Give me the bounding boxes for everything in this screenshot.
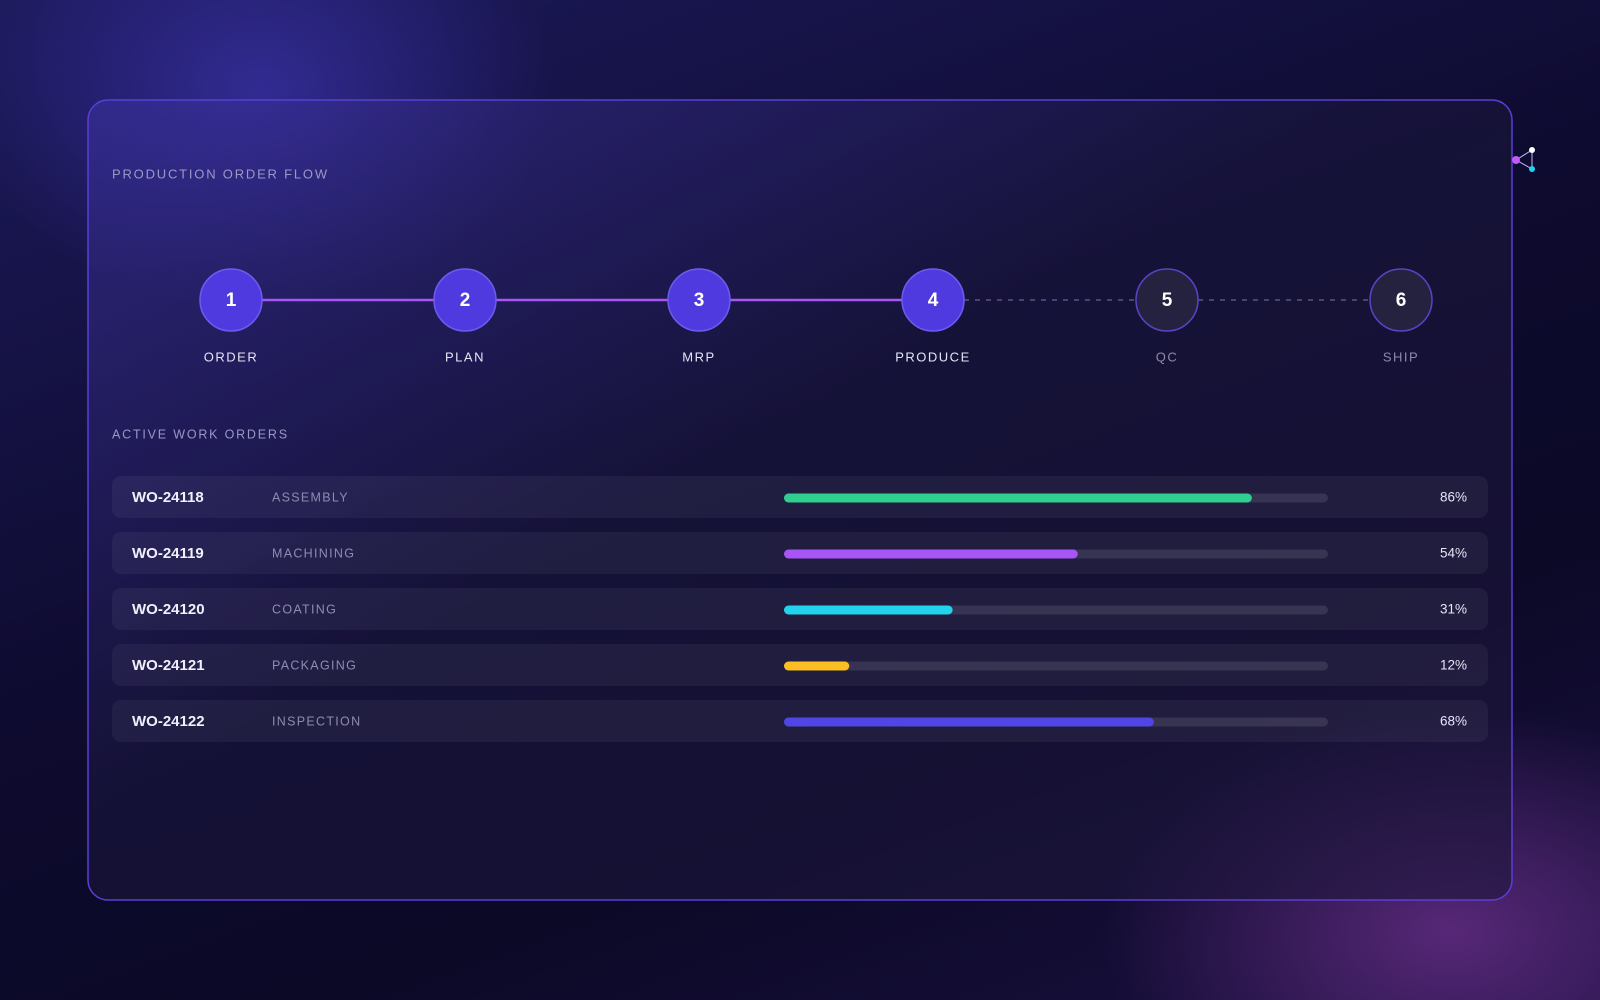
step-number: 1 (226, 290, 237, 311)
progress-label: 68% (1440, 714, 1467, 729)
progress-label: 54% (1440, 546, 1467, 561)
share-icon (1512, 147, 1535, 172)
order-id: WO-24122 (132, 713, 205, 730)
progress-bar (784, 605, 953, 615)
progress-bar (784, 549, 1078, 559)
step-label: SHIP (1383, 349, 1419, 364)
progress-bar (784, 661, 850, 671)
stepper: 1 ORDER 2 PLAN 3 MRP 4 PRODUCE 5 QC 6 SHIP (199, 268, 1433, 364)
step-number: 5 (1162, 290, 1173, 311)
step-label: QC (1156, 349, 1179, 364)
order-list: WO-24118 ASSEMBLY 86% WO-24119 MACHINING 54% W… (112, 476, 1488, 742)
step-label: PRODUCE (895, 349, 971, 364)
step-number: 3 (694, 290, 705, 311)
order-id: WO-24118 (132, 489, 204, 506)
order-process: ASSEMBLY (272, 490, 349, 504)
section-title: PRODUCTION ORDER FLOW (112, 166, 329, 181)
order-process: PACKAGING (272, 658, 357, 672)
order-id: WO-24121 (132, 657, 205, 674)
order-id: WO-24120 (132, 601, 205, 618)
order-process: INSPECTION (272, 714, 361, 728)
step-label: ORDER (204, 349, 258, 364)
order-id: WO-24119 (132, 545, 204, 562)
order-process: MACHINING (272, 546, 355, 560)
step-number: 4 (928, 290, 939, 311)
progress-label: 86% (1440, 490, 1467, 505)
step-number: 6 (1396, 290, 1407, 311)
progress-track (784, 661, 1328, 671)
progress-label: 12% (1440, 658, 1467, 673)
progress-bar (784, 493, 1252, 503)
step-label: MRP (682, 349, 715, 364)
section-title: ACTIVE WORK ORDERS (112, 427, 289, 441)
step-circle (667, 268, 731, 332)
step-circle (199, 268, 263, 332)
step-label: PLAN (445, 349, 485, 364)
progress-bar (784, 717, 1154, 727)
step-circle (1135, 268, 1199, 332)
step-number: 2 (460, 290, 471, 311)
step-circle (901, 268, 965, 332)
step-circle (433, 268, 497, 332)
step-circle (1369, 268, 1433, 332)
order-process: COATING (272, 602, 337, 616)
progress-label: 31% (1440, 602, 1467, 617)
